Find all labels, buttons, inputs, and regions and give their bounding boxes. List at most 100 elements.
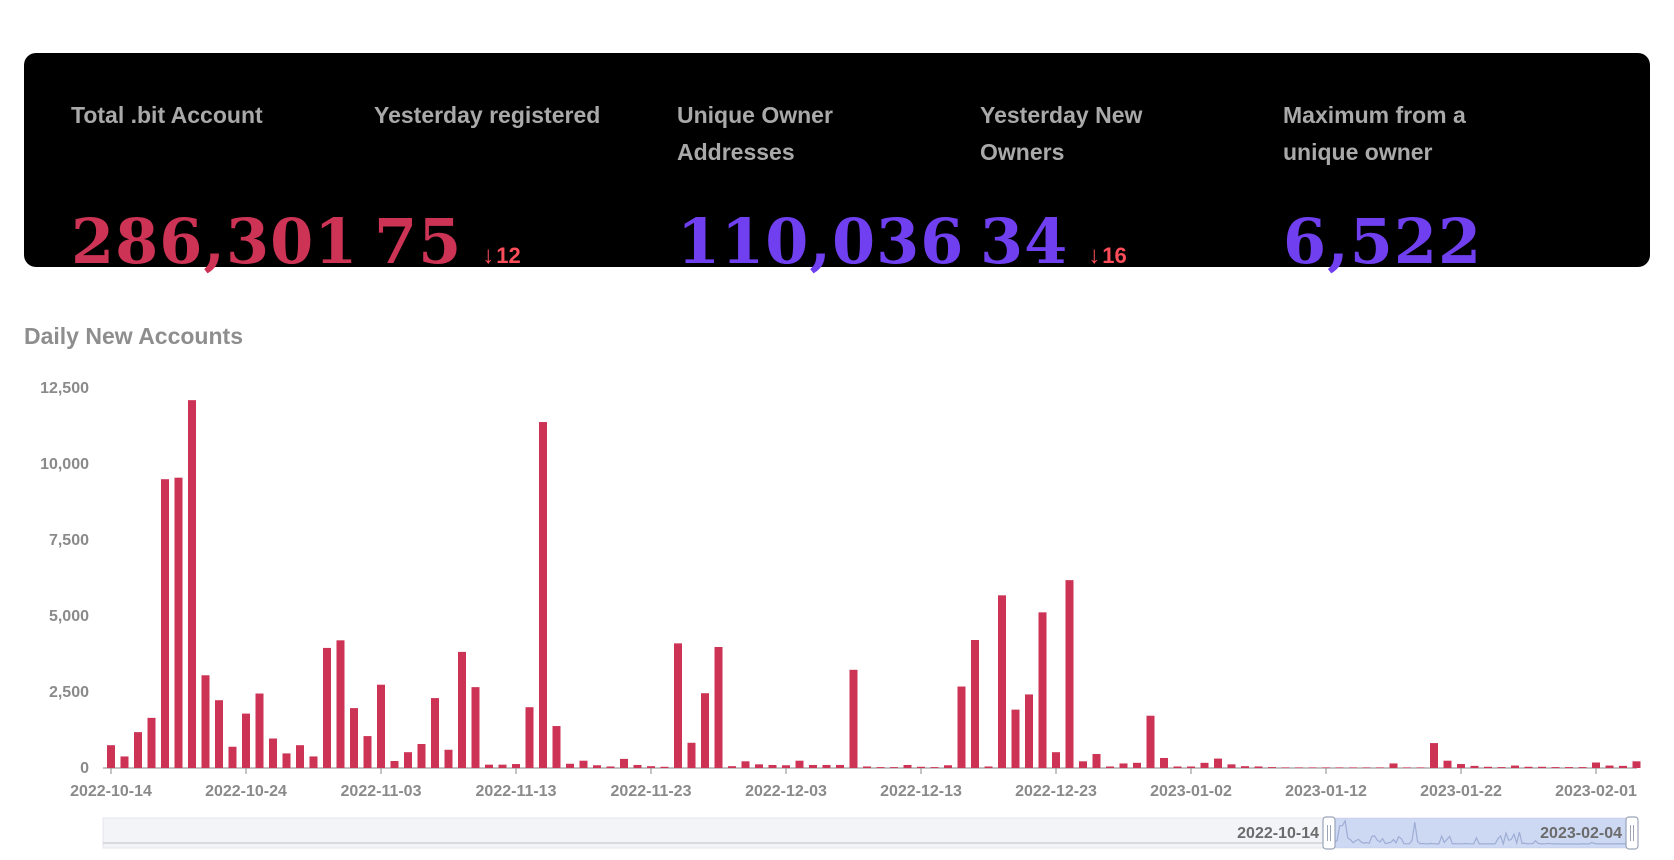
bar[interactable] <box>282 753 291 768</box>
bar[interactable] <box>674 643 682 768</box>
bar[interactable] <box>1146 715 1155 768</box>
bar[interactable] <box>998 595 1006 768</box>
bar[interactable] <box>1200 762 1209 768</box>
bar[interactable] <box>1443 760 1452 768</box>
bar[interactable] <box>498 764 507 768</box>
bar[interactable] <box>809 764 817 768</box>
bar[interactable] <box>687 742 696 768</box>
bar[interactable] <box>1578 767 1587 768</box>
bar[interactable] <box>971 640 979 768</box>
bar[interactable] <box>1092 754 1101 768</box>
bar[interactable] <box>552 726 561 768</box>
bar[interactable] <box>309 756 318 768</box>
bar[interactable] <box>1281 767 1290 768</box>
bar[interactable] <box>1106 766 1114 768</box>
bar[interactable] <box>1605 765 1614 768</box>
bar[interactable] <box>1619 765 1627 768</box>
bar[interactable] <box>620 758 628 768</box>
bar[interactable] <box>485 764 493 768</box>
bar[interactable] <box>768 764 777 768</box>
bar[interactable] <box>782 765 790 768</box>
bar[interactable] <box>255 693 264 768</box>
bar[interactable] <box>660 766 669 768</box>
zoom-end-handle[interactable] <box>1625 816 1639 850</box>
bar[interactable] <box>1187 766 1195 768</box>
bar[interactable] <box>228 746 237 768</box>
bar[interactable] <box>350 708 358 768</box>
bar[interactable] <box>741 761 750 768</box>
bar[interactable] <box>1592 762 1600 768</box>
bar[interactable] <box>863 766 871 768</box>
bar[interactable] <box>174 477 183 768</box>
bar[interactable] <box>728 766 736 768</box>
bar[interactable] <box>1403 767 1411 768</box>
bar[interactable] <box>984 766 993 768</box>
bar[interactable] <box>1430 743 1438 768</box>
bar[interactable] <box>1079 761 1087 768</box>
bar[interactable] <box>188 400 196 768</box>
bar[interactable] <box>593 765 601 768</box>
bar[interactable] <box>444 749 453 768</box>
bar[interactable] <box>390 761 399 768</box>
bar[interactable] <box>323 647 331 768</box>
bar[interactable] <box>404 752 412 768</box>
bar[interactable] <box>714 647 723 768</box>
bar[interactable] <box>633 764 642 768</box>
bar[interactable] <box>1632 761 1641 768</box>
bar[interactable] <box>1376 767 1384 768</box>
bar[interactable] <box>512 764 520 768</box>
bar[interactable] <box>957 686 966 768</box>
bar[interactable] <box>701 693 709 768</box>
bar[interactable] <box>579 760 588 768</box>
bar[interactable] <box>1524 766 1533 768</box>
bar[interactable] <box>1511 765 1519 768</box>
bar[interactable] <box>917 766 925 768</box>
bar[interactable] <box>201 675 210 768</box>
bar[interactable] <box>363 736 372 768</box>
bar[interactable] <box>1065 580 1074 768</box>
bar[interactable] <box>1173 766 1182 768</box>
bar[interactable] <box>755 764 763 768</box>
bar[interactable] <box>1308 767 1317 768</box>
bar[interactable] <box>1133 762 1141 768</box>
bar[interactable] <box>1322 767 1330 768</box>
bar[interactable] <box>1565 767 1573 768</box>
bar[interactable] <box>944 765 952 768</box>
bar[interactable] <box>1214 758 1222 768</box>
bar[interactable] <box>1551 767 1560 768</box>
bar[interactable] <box>1538 766 1546 768</box>
bar[interactable] <box>647 766 655 768</box>
bar[interactable] <box>1038 612 1047 768</box>
bar[interactable] <box>242 713 250 768</box>
bar[interactable] <box>1335 767 1344 768</box>
bar[interactable] <box>539 422 547 768</box>
bar[interactable] <box>1295 767 1303 768</box>
bar[interactable] <box>1497 767 1506 768</box>
bar[interactable] <box>903 764 912 768</box>
zoom-start-handle[interactable] <box>1322 816 1336 850</box>
bar[interactable] <box>1416 767 1425 768</box>
zoom-selection[interactable] <box>1329 818 1632 848</box>
bar[interactable] <box>1241 766 1249 768</box>
bar[interactable] <box>890 767 898 768</box>
bar[interactable] <box>1268 767 1276 768</box>
bar[interactable] <box>1025 694 1033 768</box>
bar[interactable] <box>822 764 831 768</box>
bar[interactable] <box>215 700 223 768</box>
bar[interactable] <box>606 766 615 768</box>
bar[interactable] <box>1254 766 1263 768</box>
bar[interactable] <box>471 687 480 768</box>
bar[interactable] <box>269 738 277 768</box>
bar[interactable] <box>377 684 385 768</box>
bar[interactable] <box>1349 767 1357 768</box>
bar[interactable] <box>836 764 844 768</box>
bar[interactable] <box>417 743 426 768</box>
bar[interactable] <box>296 745 304 768</box>
bar[interactable] <box>930 767 939 768</box>
bar[interactable] <box>566 763 574 768</box>
bar[interactable] <box>107 745 115 768</box>
bar[interactable] <box>1457 764 1465 768</box>
bar[interactable] <box>1227 764 1236 768</box>
bar[interactable] <box>849 669 858 768</box>
bar[interactable] <box>1484 766 1492 768</box>
